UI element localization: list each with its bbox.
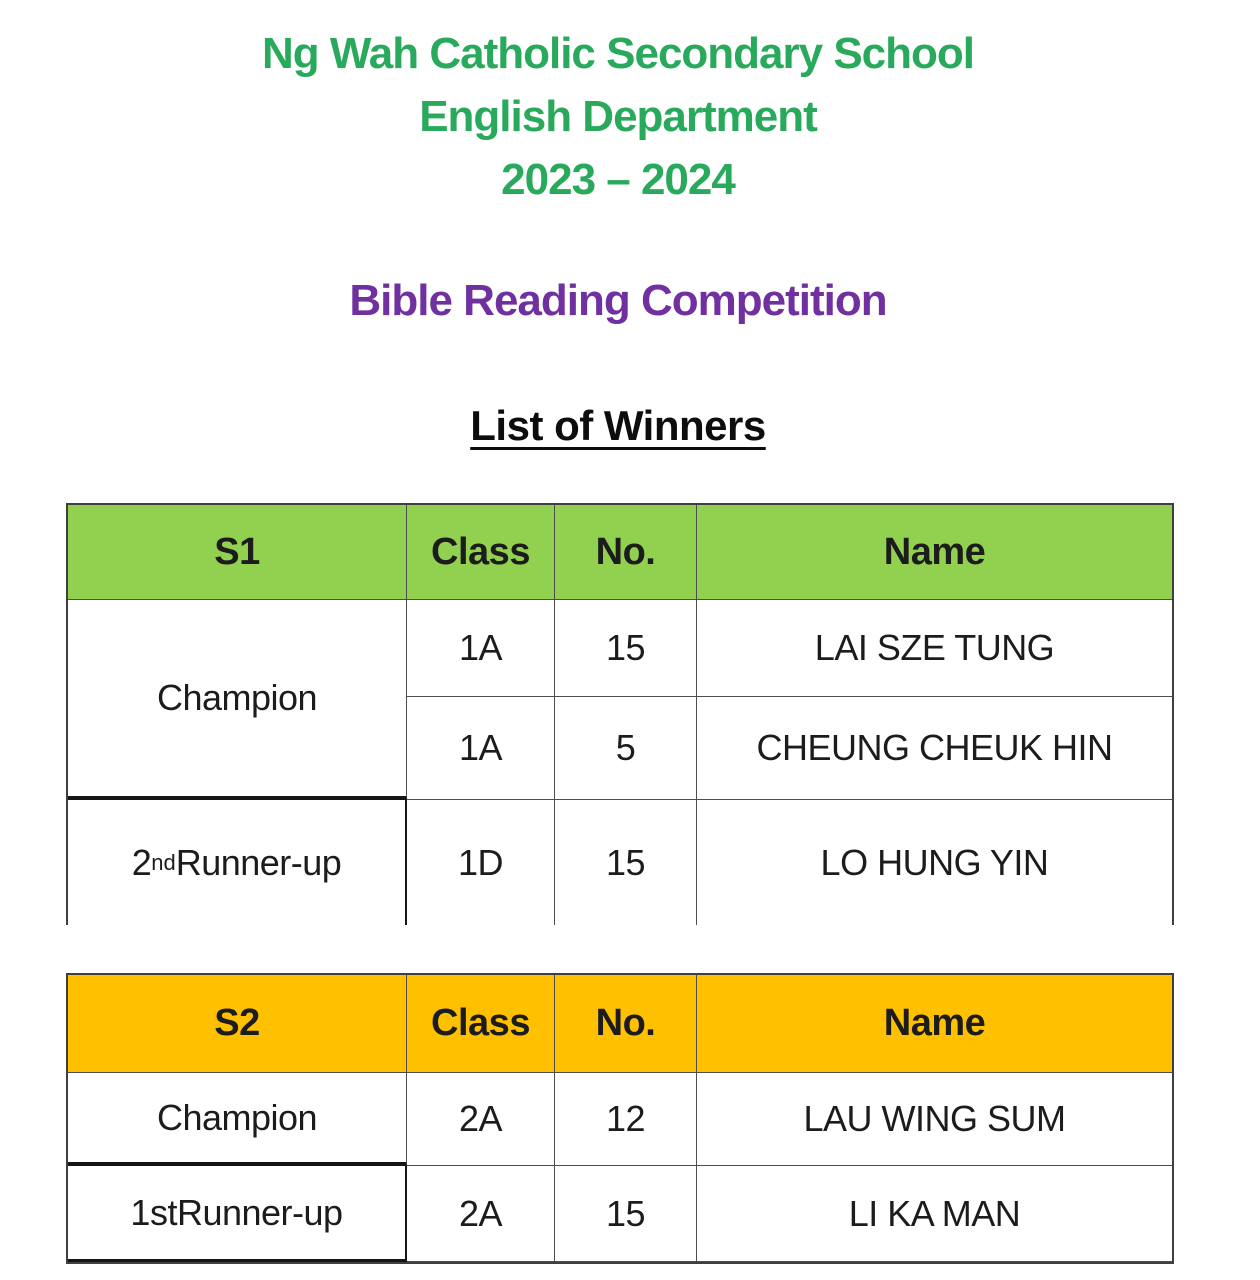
table-cell-no: 15 <box>555 600 697 697</box>
rank-label: Champion <box>156 677 318 718</box>
rank-label: 1st <box>130 1191 177 1233</box>
table-cell-class: 2A <box>407 1073 555 1166</box>
s2-champion-rank-cell: Champion <box>68 1073 407 1166</box>
s1-champion-rank-cell: Champion <box>68 600 407 800</box>
department-name: English Department <box>419 92 818 141</box>
table-cell-name: CHEUNG CHEUK HIN <box>697 697 1172 800</box>
table-cell-no: 15 <box>555 1166 697 1262</box>
s2-header-no: No. <box>555 975 697 1073</box>
school-year: 2023 – 2024 <box>501 155 736 204</box>
school-name: Ng Wah Catholic Secondary School <box>261 29 975 78</box>
table-cell-class: 2A <box>407 1166 555 1262</box>
s1-header-no: No. <box>555 505 697 600</box>
table-cell-class: 1A <box>407 600 555 697</box>
s2-header-level: S2 <box>68 975 407 1073</box>
rank-label: Champion <box>156 1096 318 1138</box>
s1-header-level: S1 <box>68 505 407 600</box>
table-cell-class: 1D <box>407 800 555 925</box>
table-cell-no: 5 <box>555 697 697 800</box>
s2-header-class: Class <box>407 975 555 1073</box>
school-title-block: Ng Wah Catholic Secondary School English… <box>66 22 1170 211</box>
document-page: Ng Wah Catholic Secondary School English… <box>66 0 1174 1280</box>
s2-header-name: Name <box>697 975 1172 1073</box>
list-title: List of Winners <box>66 403 1170 449</box>
s1-header-class: Class <box>407 505 555 600</box>
table-cell-name: LO HUNG YIN <box>820 841 1049 883</box>
table-cell-name: LAI SZE TUNG <box>697 600 1172 697</box>
list-title-text: List of Winners <box>470 402 766 449</box>
rank-rest: Runner-up <box>176 1191 343 1233</box>
winners-table-s1: S1 Class No. Name Champion 1A 15 LAI SZE… <box>66 503 1174 925</box>
table-cell-no: 12 <box>555 1073 697 1166</box>
s2-runnerup-rank-cell: 1st Runner-up <box>68 1166 407 1262</box>
table-cell-no: 15 <box>555 800 697 925</box>
winners-table-s2: S2 Class No. Name Champion 2A 12 LAU WIN… <box>66 973 1174 1264</box>
s1-header-name: Name <box>697 505 1172 600</box>
rank-rest: Runner-up <box>175 841 342 883</box>
rank-label: 2 <box>131 841 152 883</box>
table-cell-class: 1A <box>407 697 555 800</box>
table-cell-name: LI KA MAN <box>697 1166 1172 1262</box>
table-cell-name: LAU WING SUM <box>697 1073 1172 1166</box>
event-title: Bible Reading Competition <box>349 276 887 325</box>
